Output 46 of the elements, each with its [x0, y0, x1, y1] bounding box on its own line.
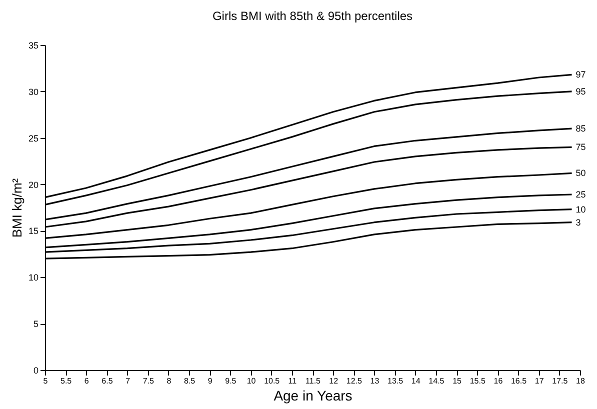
x-tick-label: 17.5: [552, 376, 568, 386]
x-tick-label: 10.5: [264, 376, 280, 386]
series-label: 85: [576, 124, 586, 134]
x-tick-label: 11.5: [306, 376, 322, 386]
x-tick-label: 7: [126, 376, 131, 386]
y-tick-label: 0: [33, 366, 38, 376]
x-tick-label: 6: [84, 376, 90, 386]
x-tick-label: 13: [370, 376, 380, 386]
chart-title: Girls BMI with 85th & 95th percentiles: [212, 9, 413, 23]
x-tick-label: 17: [534, 376, 544, 386]
series-label: 50: [576, 168, 586, 178]
x-tick-label: 15.5: [470, 376, 486, 386]
x-tick-label: 11: [288, 376, 298, 386]
y-tick-label: 25: [28, 133, 38, 144]
x-tick-label: 14.5: [428, 376, 445, 386]
y-tick-label: 20: [28, 180, 38, 190]
x-tick-label: 5: [43, 376, 48, 386]
y-tick-label: 35: [28, 40, 38, 50]
x-tick-label: 15: [452, 376, 462, 386]
series-label: 3: [576, 217, 581, 228]
x-tick-label: 10: [246, 376, 256, 386]
x-tick-label: 12.5: [346, 376, 362, 386]
series-label: 10: [576, 204, 586, 214]
series-label: 95: [576, 86, 586, 96]
x-tick-label: 5.5: [60, 376, 72, 386]
x-tick-label: 9.5: [225, 376, 237, 386]
series-label: 97: [576, 70, 586, 80]
y-tick-label: 30: [28, 86, 38, 97]
x-tick-label: 9: [208, 376, 213, 386]
x-tick-label: 13.5: [388, 376, 404, 386]
x-tick-label: 14: [411, 376, 421, 386]
x-tick-label: 8.5: [184, 376, 196, 386]
x-tick-label: 8: [166, 376, 172, 386]
x-tick-label: 18: [576, 376, 586, 386]
x-axis-title: Age in Years: [274, 388, 352, 404]
x-tick-label: 6.5: [102, 376, 114, 386]
x-tick-label: 16.5: [510, 376, 528, 386]
y-tick-label: 10: [28, 272, 38, 283]
x-tick-label: 7.5: [142, 376, 154, 386]
x-tick-label: 12: [329, 376, 339, 386]
y-axis-title: BMI kg/m²: [9, 178, 24, 238]
y-tick-label: 5: [33, 319, 38, 330]
series-label: 25: [576, 190, 586, 200]
y-tick-label: 15: [28, 226, 38, 236]
series-label: 75: [576, 142, 586, 152]
x-tick-label: 16: [494, 376, 504, 386]
